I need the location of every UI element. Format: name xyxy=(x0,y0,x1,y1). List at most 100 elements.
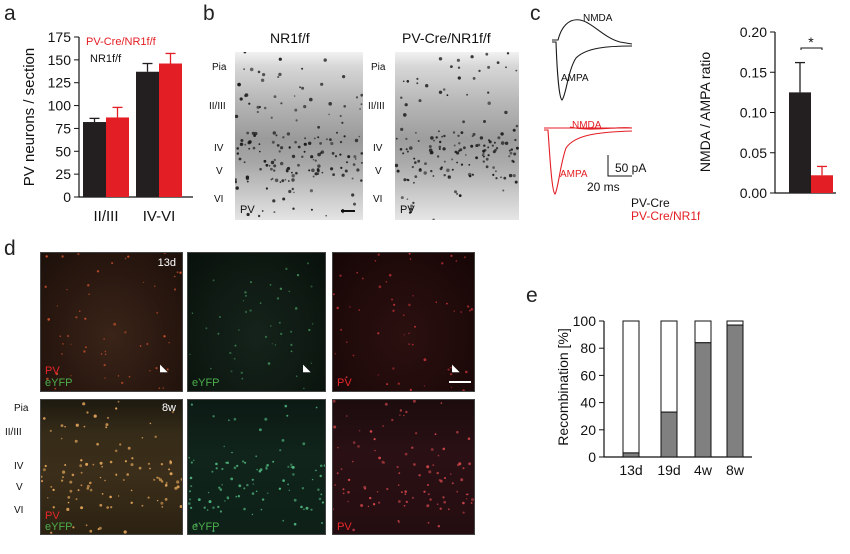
bar-ctrl-1 xyxy=(136,71,159,197)
bar-unrecombined-0 xyxy=(622,320,640,454)
layer-label-v: V xyxy=(16,482,23,493)
y-tick-label: 50 xyxy=(55,143,71,159)
micrograph-pv-cre-nr1ff: PV xyxy=(395,52,519,220)
panel-label-a: a xyxy=(4,2,16,25)
scale-bar xyxy=(341,210,355,212)
y-tick-label: 0.05 xyxy=(740,145,767,161)
age-label: 8w xyxy=(161,402,176,414)
channel-label-eyfp: eYFP xyxy=(192,377,220,389)
legend-pv-cre-nr1ff: PV-Cre/NR1f/f xyxy=(631,209,700,223)
bar-ctrl-0 xyxy=(83,122,106,197)
significance-star: * xyxy=(808,34,814,50)
nmda-label-ctrl: NMDA xyxy=(583,13,613,24)
layer-label-ii-iii: II/III xyxy=(5,427,22,438)
x-tick-label: 13d xyxy=(619,462,642,478)
y-tick-label: 0 xyxy=(588,449,596,465)
panel-b-title-ko: PV-Cre/NR1f/f xyxy=(402,30,491,46)
y-tick-label: 40 xyxy=(580,395,596,411)
ampa-trace-ctrl xyxy=(552,41,633,101)
bar-ko-0 xyxy=(106,117,129,197)
age-label: 13d xyxy=(157,257,176,269)
channel-label-eyfp: eYFP xyxy=(45,377,73,389)
layer-label-v: V xyxy=(375,166,382,177)
micrograph-8w-pv: PV xyxy=(332,399,475,535)
layer-label-ii-iii: II/III xyxy=(209,101,226,112)
nmda-trace-ko xyxy=(544,126,633,130)
layer-label-iv: IV xyxy=(214,143,224,154)
layer-label-pia: Pia xyxy=(14,403,29,414)
panel-label-e: e xyxy=(526,284,538,307)
y-tick-label: 125 xyxy=(48,75,72,91)
panel-e-chart: 0 20 40 60 80 100 13d 19d 4w 8w Recombination [%… xyxy=(555,313,752,478)
panel-label-c: c xyxy=(530,2,541,25)
panel-b-title-ctrl: NR1f/f xyxy=(270,30,310,46)
x-tick-label: 4w xyxy=(694,462,713,478)
micrograph-nr1ff: PV xyxy=(235,52,363,220)
micrograph-8w-eyfp: eYFP xyxy=(187,399,326,535)
x-tick-label: 8w xyxy=(726,462,745,478)
layer-label-vi: VI xyxy=(14,505,24,516)
layer-label-pia: Pia xyxy=(212,62,227,73)
arrowhead-icon: ◣ xyxy=(303,363,311,374)
y-axis-label: Recombination [%] xyxy=(555,328,571,446)
stain-label: PV xyxy=(240,204,255,216)
category-label-iv-vi: IV-VI xyxy=(143,208,176,225)
y-tick-label: 60 xyxy=(580,367,596,383)
bar-recombined-1 xyxy=(660,411,678,458)
y-tick-label: 175 xyxy=(48,29,72,45)
bar-unrecombined-3 xyxy=(726,320,744,326)
layer-label-v: V xyxy=(216,166,223,177)
layer-label-vi: VI xyxy=(214,194,224,205)
nmda-label-ko: NMDA xyxy=(572,120,602,131)
bar-recombined-0 xyxy=(622,452,640,458)
layer-label-iv: IV xyxy=(373,143,383,154)
micrograph-8w-merge: 8w PV eYFP xyxy=(40,399,183,535)
layer-label-ii-iii: II/III xyxy=(368,101,385,112)
ampa-label-ko: AMPA xyxy=(560,169,588,180)
scale-x-label: 20 ms xyxy=(587,180,620,194)
arrowhead-icon: ◣ xyxy=(160,363,168,374)
scale-y-label: 50 pA xyxy=(615,161,646,175)
y-tick-label: 150 xyxy=(48,52,72,68)
y-tick-label: 100 xyxy=(573,313,597,329)
y-tick-label: 20 xyxy=(580,422,596,438)
y-tick-label: 25 xyxy=(55,166,71,182)
micrograph-13d-pv: PV ◣ xyxy=(332,252,475,392)
channel-label-eyfp: eYFP xyxy=(45,521,73,533)
channel-label-pv: PV xyxy=(337,521,352,533)
significance-bracket xyxy=(800,47,823,50)
panel-a-chart: 0 25 50 75 100 125 150 175 PV neurons / section… xyxy=(21,29,193,225)
y-tick-label: 0.15 xyxy=(740,64,767,80)
y-tick-label: 75 xyxy=(55,120,71,136)
y-tick-label: 0.10 xyxy=(740,105,767,121)
micrograph-13d-eyfp: eYFP ◣ xyxy=(187,252,326,392)
channel-label-pv: PV xyxy=(45,510,60,522)
x-tick-label: 19d xyxy=(657,462,680,478)
bar-ko-1 xyxy=(159,63,182,198)
ampa-trace-ko xyxy=(544,129,633,195)
y-tick-label: 80 xyxy=(580,340,596,356)
nmda-trace-ctrl xyxy=(552,19,633,45)
stain-label: PV xyxy=(400,204,415,216)
layer-label-pia: Pia xyxy=(371,62,386,73)
legend-ko: PV-Cre/NR1f/f xyxy=(86,36,157,48)
y-tick-label: 0.20 xyxy=(740,24,767,40)
scale-bar xyxy=(607,155,632,177)
panel-label-b: b xyxy=(203,2,215,25)
arrowhead-icon: ◣ xyxy=(452,363,460,374)
bar-1 xyxy=(811,175,833,193)
layer-label-iv: IV xyxy=(14,461,24,472)
bar-recombined-3 xyxy=(726,324,744,458)
category-label-ii-iii: II/III xyxy=(93,208,118,225)
bar-recombined-2 xyxy=(694,342,712,458)
bar-unrecombined-1 xyxy=(660,320,678,413)
bar-0 xyxy=(789,92,811,193)
micrograph-13d-merge: 13d PV eYFP ◣ xyxy=(40,252,183,392)
y-axis-label: PV neurons / section xyxy=(21,48,38,186)
y-axis-label: NMDA / AMPA ratio xyxy=(697,52,713,173)
channel-label-pv: PV xyxy=(337,377,352,389)
legend-pv-cre: PV-Cre xyxy=(631,196,670,210)
scale-bar xyxy=(449,381,471,383)
channel-label-pv: PV xyxy=(45,365,60,377)
channel-label-eyfp: eYFP xyxy=(192,521,220,533)
